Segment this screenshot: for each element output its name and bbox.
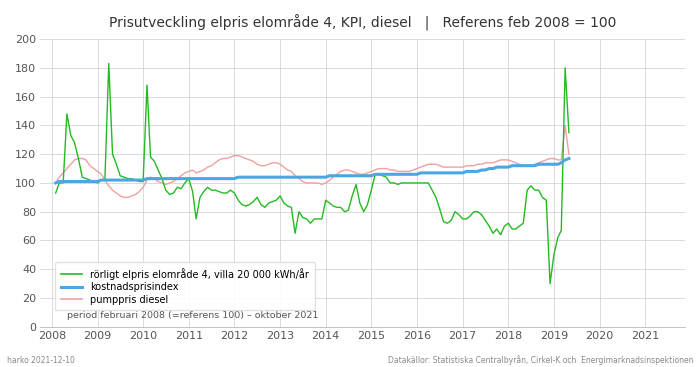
Text: period februari 2008 (=referens 100) – oktober 2021: period februari 2008 (=referens 100) – o… bbox=[67, 310, 318, 320]
Title: Prisutveckling elpris elområde 4, KPI, diesel   |   Referens feb 2008 = 100: Prisutveckling elpris elområde 4, KPI, d… bbox=[109, 15, 616, 32]
Legend: rörligt elpris elområde 4, villa 20 000 kWh/år, kostnadsprisindex, pumppris dies: rörligt elpris elområde 4, villa 20 000 … bbox=[55, 262, 314, 310]
Text: Datakällor: Statistiska Centralbyrån, Cirkel-K och  Energimarknadsinspektionen: Datakällor: Statistiska Centralbyrån, Ci… bbox=[388, 355, 693, 365]
Text: harko 2021-12-10: harko 2021-12-10 bbox=[7, 356, 75, 365]
